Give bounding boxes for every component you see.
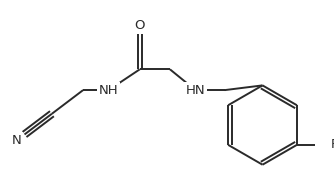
Text: N: N [12, 134, 22, 147]
Text: HN: HN [186, 84, 205, 97]
Text: O: O [135, 19, 145, 32]
Text: F: F [331, 138, 334, 151]
Text: NH: NH [99, 84, 119, 97]
